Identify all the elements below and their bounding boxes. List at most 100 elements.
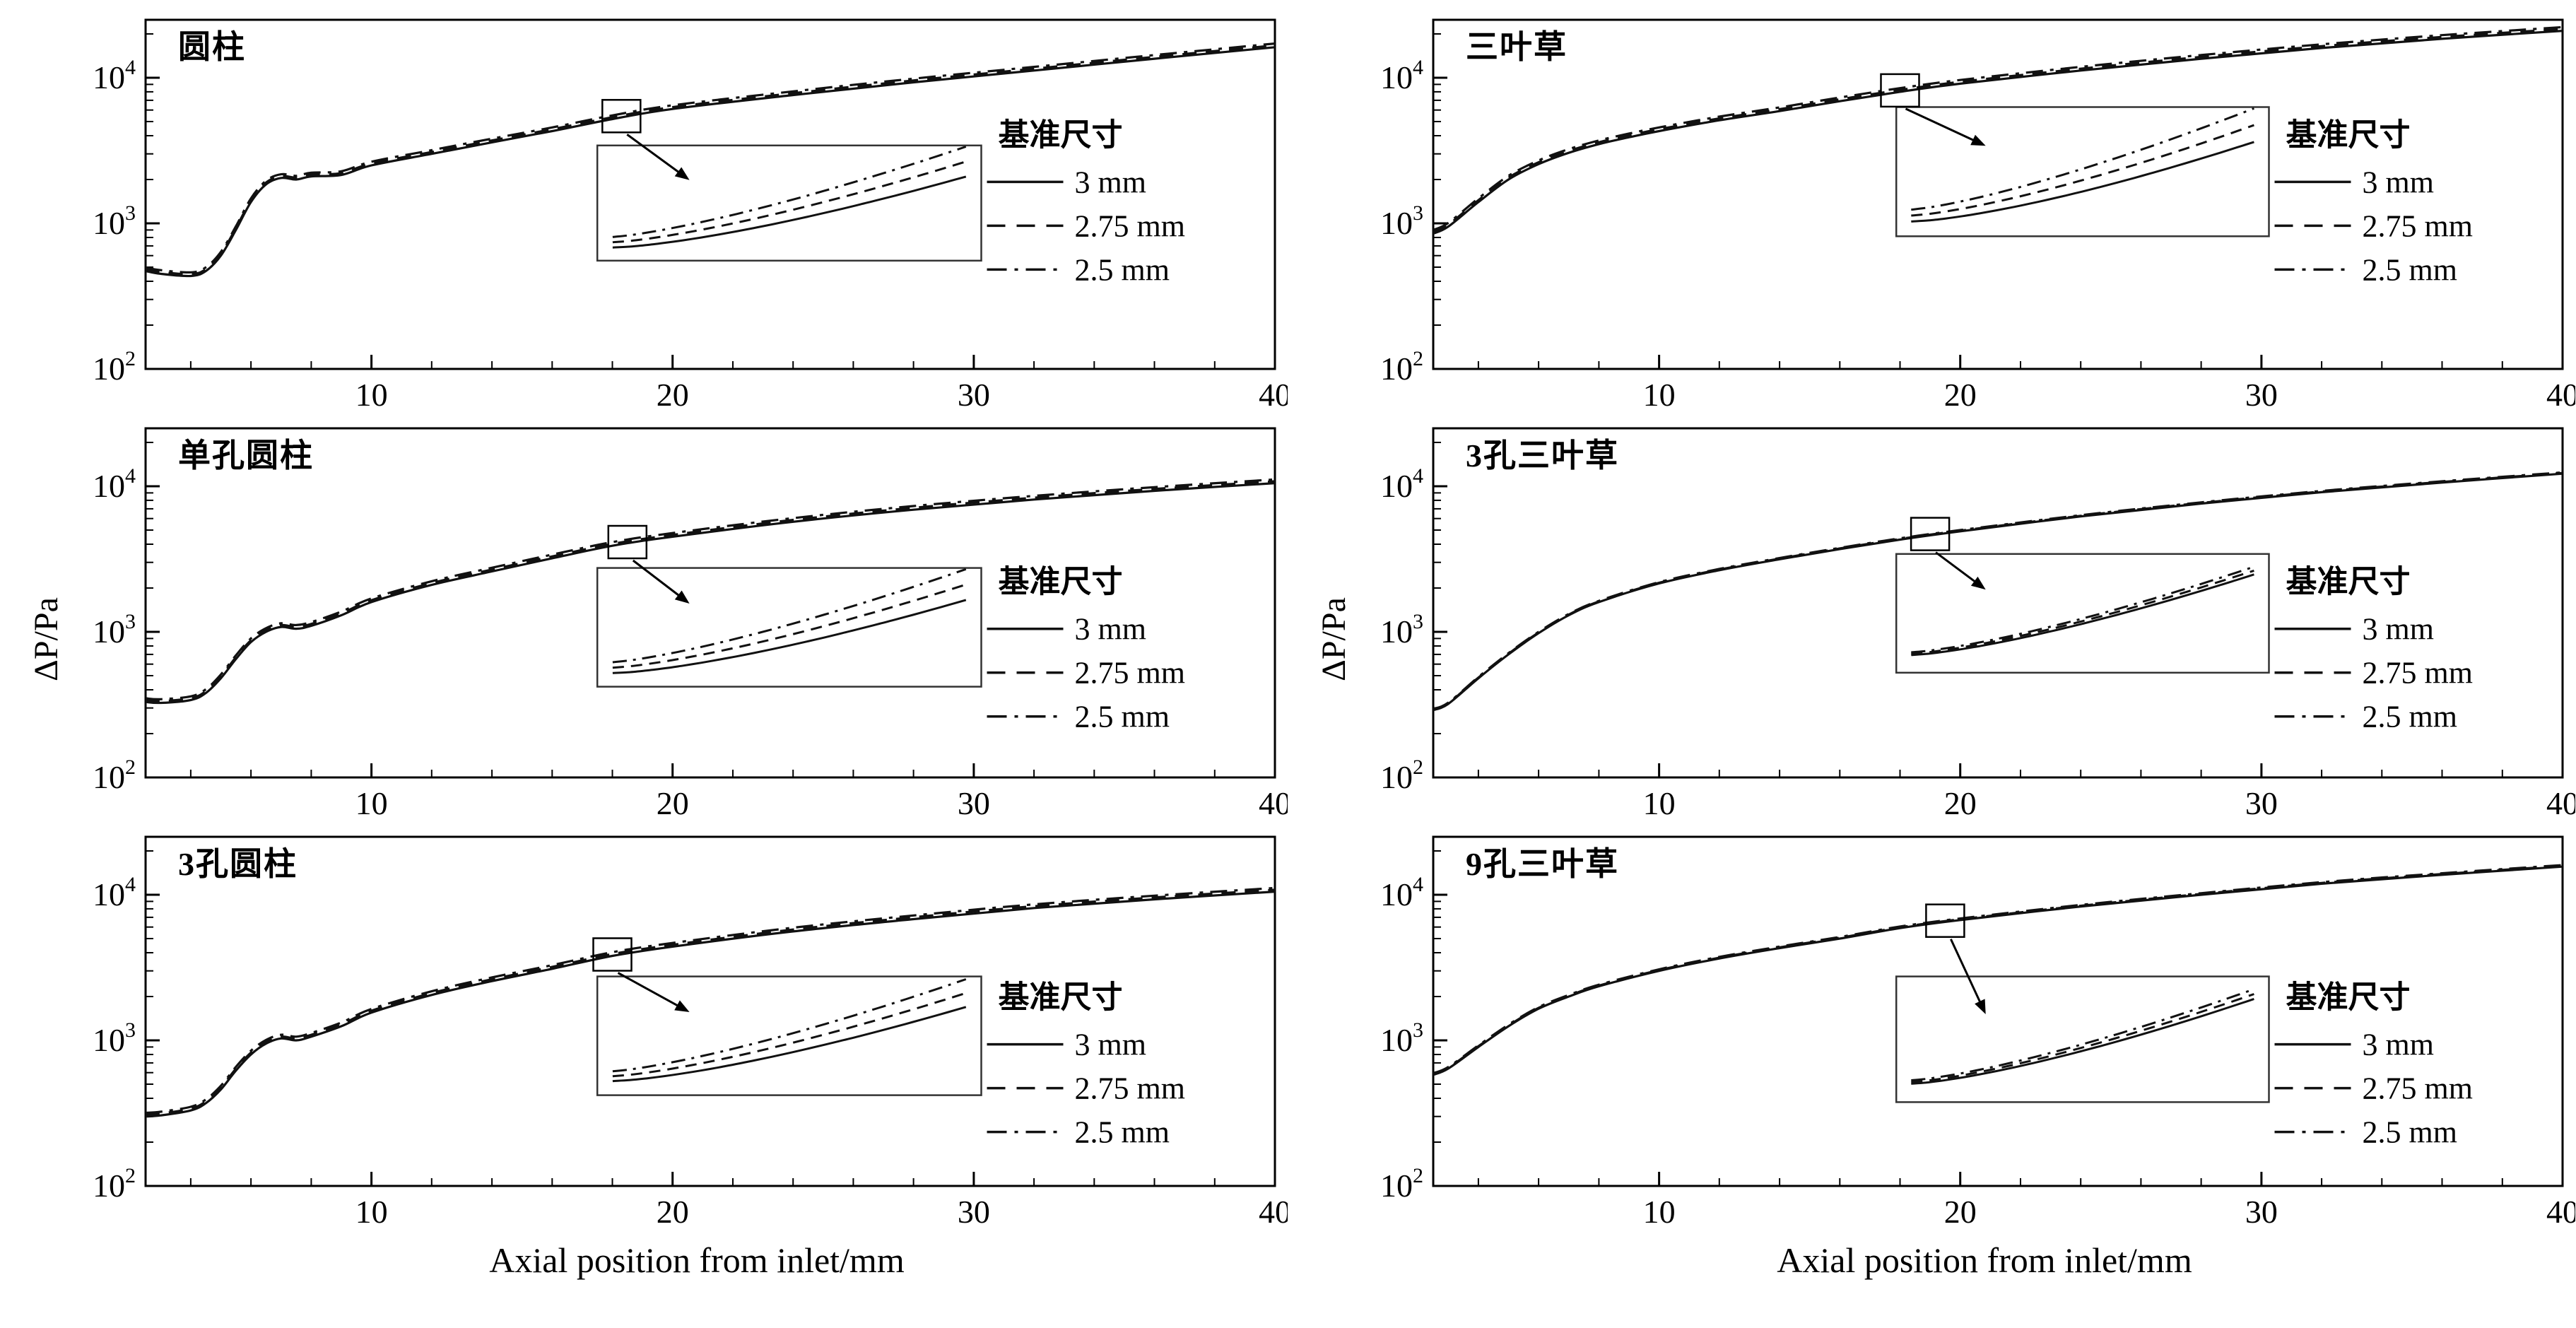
x-tick-label: 30 [2245, 377, 2278, 413]
legend-title: 基准尺寸 [999, 117, 1123, 152]
legend: 基准尺寸 3 mm 2.75 mm 2.5 mm [987, 980, 1185, 1150]
legend-label: 2.75 mm [2363, 656, 2473, 691]
inset-series-dashdot [612, 568, 967, 664]
plot-border [144, 427, 1276, 779]
legend-label: 3 mm [2363, 165, 2434, 199]
series-3mm [145, 891, 1276, 1118]
series-2.5mm [145, 886, 1276, 1115]
legend: 基准尺寸 3 mm 2.75 mm 2.5 mm [2274, 980, 2473, 1150]
x-tick-label: 10 [1643, 377, 1676, 413]
panel-single-hole-cylinder: 10 20 30 40 102 103 104 基准尺寸 3 mm 2.75 mm 2.5 mm 单… [0, 420, 1288, 828]
series-2.5mm [1433, 25, 2563, 231]
series-2.5mm [1433, 471, 2563, 710]
x-tick-label: 20 [657, 1194, 689, 1230]
legend-label: 2.5 mm [2363, 252, 2457, 287]
x-tick-label: 10 [1643, 1194, 1676, 1230]
legend-label: 2.75 mm [1075, 208, 1185, 243]
zoom-arrow [1935, 551, 1979, 585]
inset-box [1895, 106, 2270, 237]
y-tick-label: 102 [93, 1164, 136, 1204]
y-tick-label: 104 [93, 464, 136, 504]
panel-3-hole-cylinder: 10 20 30 40 102 103 104 基准尺寸 3 mm 2.75 mm 2.5 mm 3… [0, 828, 1288, 1237]
x-tick-label: 40 [1259, 1194, 1288, 1230]
legend: 基准尺寸 3 mm 2.75 mm 2.5 mm [2274, 565, 2473, 734]
legend-title: 基准尺寸 [999, 565, 1123, 599]
panel-title: 3孔圆柱 [178, 846, 298, 882]
inset-series-solid [612, 599, 967, 674]
series-2.5mm [145, 478, 1276, 700]
series-2.5mm [1433, 864, 2563, 1075]
legend-label: 2.5 mm [2363, 700, 2457, 734]
inset-series-solid [1911, 141, 2254, 223]
inset-series-dashed [1911, 569, 2254, 655]
series-2.75mm [1433, 28, 2563, 233]
x-tick-label: 40 [2546, 785, 2575, 821]
series-3mm [145, 46, 1276, 278]
legend-label: 3 mm [1075, 165, 1146, 199]
y-tick-label: 102 [93, 347, 136, 387]
y-tick-label: 103 [1380, 610, 1423, 650]
x-tick-label: 30 [958, 1194, 990, 1230]
inset-series-solid [1911, 573, 2254, 657]
legend-label: 2.75 mm [1075, 656, 1185, 691]
legend-title: 基准尺寸 [2286, 565, 2411, 599]
chart-9-hole-clover: 10 20 30 40 102 103 104 基准尺寸 3 mm 2.75 mm 2.5 mm [1380, 835, 2575, 1230]
legend: 基准尺寸 3 mm 2.75 mm 2.5 mm [2274, 117, 2473, 287]
right-column: ΔP/Pa 10 20 30 40 102 103 104 基准尺寸 3 mm 2.75 mm 2.… [1288, 11, 2576, 1281]
inset-series-dashed [1911, 124, 2254, 217]
inset-series-dashdot [612, 146, 967, 238]
inset-series-dashed [612, 992, 967, 1078]
y-tick-label: 103 [93, 1018, 136, 1058]
zoom-marker [607, 524, 648, 560]
x-tick-label: 30 [2245, 785, 2278, 821]
y-tick-label: 102 [1380, 1164, 1423, 1204]
x-tick-label: 30 [958, 785, 990, 821]
series-3mm [1433, 30, 2563, 235]
panel-title: 圆柱 [178, 29, 246, 65]
y-tick-label: 104 [93, 56, 136, 95]
y-tick-label: 104 [1380, 873, 1423, 912]
legend-title: 基准尺寸 [999, 980, 1123, 1015]
plot-border [1432, 427, 2564, 779]
inset-box [1895, 553, 2270, 674]
panel-title: 3孔三叶草 [1466, 437, 1619, 474]
inset-box [1895, 975, 2270, 1103]
zoom-arrowhead [1970, 134, 1986, 146]
zoom-marker [592, 937, 633, 972]
legend-label: 2.5 mm [1075, 1115, 1170, 1150]
legend-label: 2.75 mm [2363, 208, 2473, 243]
y-tick-label: 103 [1380, 201, 1423, 241]
y-tick-label: 103 [93, 610, 136, 650]
y-tick-label: 104 [93, 873, 136, 912]
zoom-marker [1925, 903, 1965, 938]
plot-border [144, 835, 1276, 1187]
zoom-arrowhead [674, 590, 690, 604]
zoom-arrowhead [674, 1000, 690, 1012]
zoom-marker [1910, 517, 1951, 551]
x-tick-label: 10 [1643, 785, 1676, 821]
panel-clover: 10 20 30 40 102 103 104 基准尺寸 3 mm 2.75 mm 2.5 mm 三… [1288, 11, 2576, 420]
x-tick-label: 20 [1944, 785, 1977, 821]
zoom-arrow [617, 972, 682, 1009]
zoom-arrow [632, 559, 683, 599]
inset-series-solid [612, 175, 967, 249]
zoom-marker [1880, 73, 1920, 108]
inset-series-solid [612, 1006, 967, 1083]
x-tick-label: 40 [2546, 1194, 2575, 1230]
plot-border [144, 18, 1276, 370]
x-tick-label: 10 [355, 1194, 388, 1230]
chart-single-hole-cylinder: 10 20 30 40 102 103 104 基准尺寸 3 mm 2.75 mm 2.5 mm [93, 427, 1288, 821]
legend-label: 2.5 mm [1075, 700, 1170, 734]
legend-label: 3 mm [2363, 612, 2434, 647]
y-tick-label: 102 [93, 756, 136, 795]
zoom-arrow [1905, 107, 1977, 143]
zoom-arrow [626, 134, 683, 175]
y-tick-label: 102 [1380, 347, 1423, 387]
y-tick-label: 102 [1380, 756, 1423, 795]
panel-title: 9孔三叶草 [1466, 846, 1619, 882]
zoom-arrow [1950, 939, 1983, 1006]
y-tick-label: 104 [1380, 464, 1423, 504]
chart-cylinder: 10 20 30 40 102 103 104 基准尺寸 3 mm 2.75 mm 2.5 mm [93, 18, 1288, 413]
plot-border [1432, 835, 2564, 1187]
panel-9-hole-clover: 10 20 30 40 102 103 104 基准尺寸 3 mm 2.75 mm 2.5 mm 9… [1288, 828, 2576, 1237]
